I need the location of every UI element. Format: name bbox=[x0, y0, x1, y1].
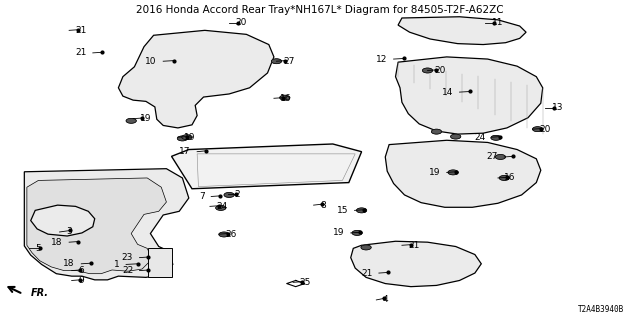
Circle shape bbox=[177, 136, 188, 141]
Circle shape bbox=[356, 208, 367, 213]
Circle shape bbox=[431, 129, 442, 134]
Text: 6: 6 bbox=[78, 266, 84, 275]
Text: 20: 20 bbox=[434, 66, 445, 75]
Text: 14: 14 bbox=[442, 88, 453, 97]
Text: 8: 8 bbox=[320, 201, 326, 210]
Text: 26: 26 bbox=[225, 230, 237, 239]
Text: 24: 24 bbox=[216, 202, 228, 211]
Text: FR.: FR. bbox=[31, 288, 49, 298]
Text: 22: 22 bbox=[122, 266, 133, 275]
Text: T2A4B3940B: T2A4B3940B bbox=[578, 306, 624, 315]
Text: 20: 20 bbox=[539, 125, 550, 134]
Text: 5: 5 bbox=[35, 244, 41, 253]
Circle shape bbox=[495, 155, 506, 159]
Polygon shape bbox=[148, 248, 172, 277]
Polygon shape bbox=[351, 241, 481, 287]
Circle shape bbox=[448, 170, 458, 175]
Text: 15: 15 bbox=[337, 206, 348, 215]
Text: 18: 18 bbox=[51, 238, 63, 247]
Circle shape bbox=[216, 205, 226, 210]
Circle shape bbox=[451, 134, 461, 139]
Text: 21: 21 bbox=[408, 241, 420, 250]
Polygon shape bbox=[172, 144, 362, 189]
Text: 16: 16 bbox=[504, 173, 516, 182]
Polygon shape bbox=[27, 178, 166, 274]
Polygon shape bbox=[398, 17, 526, 44]
Text: 27: 27 bbox=[283, 57, 294, 66]
Text: 25: 25 bbox=[300, 278, 311, 287]
Polygon shape bbox=[396, 57, 543, 134]
Text: 4: 4 bbox=[383, 295, 388, 304]
Circle shape bbox=[280, 95, 290, 100]
Text: 21: 21 bbox=[361, 268, 372, 277]
Text: 1: 1 bbox=[114, 260, 120, 269]
Circle shape bbox=[126, 118, 136, 123]
Polygon shape bbox=[118, 30, 274, 128]
Circle shape bbox=[219, 232, 229, 237]
Circle shape bbox=[271, 59, 282, 64]
Text: 12: 12 bbox=[376, 55, 387, 64]
Circle shape bbox=[422, 68, 433, 73]
Polygon shape bbox=[31, 205, 95, 236]
Text: 19: 19 bbox=[140, 114, 151, 123]
Text: 19: 19 bbox=[184, 133, 196, 142]
Text: 17: 17 bbox=[179, 147, 191, 156]
Text: 3: 3 bbox=[66, 228, 72, 236]
Text: 21: 21 bbox=[75, 48, 86, 57]
Text: 24: 24 bbox=[474, 133, 485, 142]
Text: 19: 19 bbox=[429, 168, 440, 177]
Text: 27: 27 bbox=[486, 152, 498, 162]
Text: 7: 7 bbox=[199, 192, 205, 201]
Text: 10: 10 bbox=[145, 57, 157, 66]
Text: 16: 16 bbox=[280, 94, 292, 103]
Text: 18: 18 bbox=[63, 259, 75, 268]
Text: 23: 23 bbox=[122, 253, 133, 262]
Text: 11: 11 bbox=[492, 19, 503, 28]
Circle shape bbox=[361, 245, 371, 250]
Circle shape bbox=[491, 135, 501, 140]
Circle shape bbox=[182, 135, 192, 140]
Circle shape bbox=[224, 192, 234, 197]
Text: 2016 Honda Accord Rear Tray*NH167L* Diagram for 84505-T2F-A62ZC: 2016 Honda Accord Rear Tray*NH167L* Diag… bbox=[136, 5, 504, 15]
Text: 13: 13 bbox=[552, 103, 563, 112]
Circle shape bbox=[532, 127, 543, 132]
Text: 19: 19 bbox=[333, 228, 344, 237]
Text: 20: 20 bbox=[236, 19, 247, 28]
Circle shape bbox=[352, 230, 362, 236]
Text: 2: 2 bbox=[234, 189, 240, 198]
Polygon shape bbox=[385, 140, 541, 207]
Circle shape bbox=[499, 175, 509, 180]
Polygon shape bbox=[24, 169, 189, 280]
Text: 9: 9 bbox=[78, 276, 84, 285]
Text: 21: 21 bbox=[76, 26, 87, 35]
